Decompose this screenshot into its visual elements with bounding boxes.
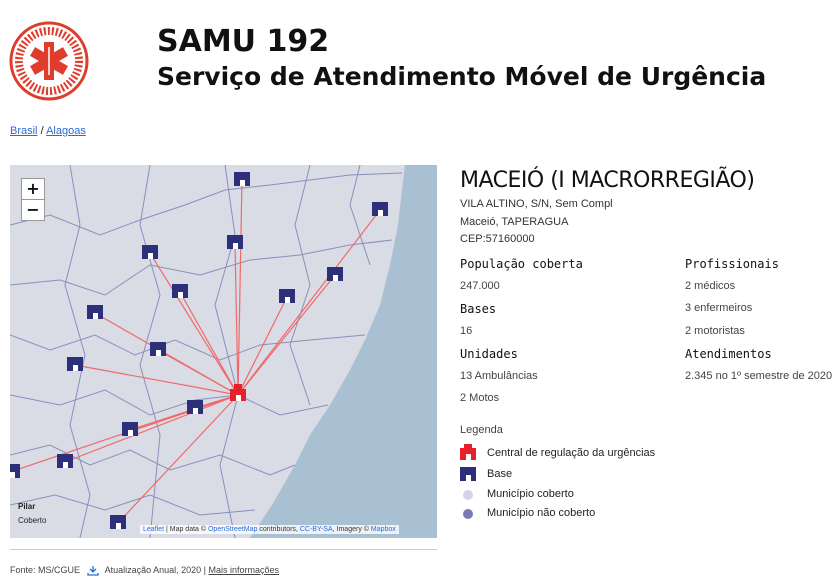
stat-value: 3 enfermeiros bbox=[685, 302, 752, 314]
map-place: Pilar bbox=[18, 502, 35, 511]
stat-label: População coberta bbox=[460, 257, 583, 271]
stat-value: 2.345 no 1º semestre de 2020 bbox=[685, 370, 832, 382]
footer-rule bbox=[10, 549, 437, 550]
legend-item: Base bbox=[487, 468, 512, 480]
address-line: Maceió, TAPERAGUA bbox=[460, 216, 568, 228]
stat-label: Bases bbox=[460, 302, 496, 316]
legend-item: Central de regulação da urgências bbox=[487, 447, 655, 459]
attr-link[interactable]: Mapbox bbox=[371, 526, 396, 533]
footer-link[interactable]: Mais informações bbox=[209, 565, 280, 575]
stat-value: 247.000 bbox=[460, 280, 500, 292]
stat-value: 2 Motos bbox=[460, 392, 499, 404]
attr-link[interactable]: OpenStreetMap bbox=[208, 526, 257, 533]
legend-item: Município coberto bbox=[487, 488, 574, 500]
logo bbox=[8, 20, 90, 102]
legend-icons bbox=[460, 444, 480, 524]
footer-separator: | bbox=[204, 565, 206, 575]
footer-update: Atualização Anual, 2020 bbox=[105, 565, 202, 575]
address-line: CEP:57160000 bbox=[460, 233, 535, 245]
breadcrumb-link[interactable]: Brasil bbox=[10, 125, 38, 137]
footer-source: Fonte: MS/CGUE bbox=[10, 565, 80, 575]
zoom-in[interactable]: + bbox=[21, 178, 45, 200]
page: {"header": {"title": "SAMU 192", "subtit… bbox=[0, 0, 840, 577]
breadcrumb: Brasil / Alagoas bbox=[10, 125, 86, 137]
stat-label: Unidades bbox=[460, 347, 518, 361]
unit-name: MACEIÓ (I MACRORREGIÃO) bbox=[460, 168, 754, 193]
attr-text: , Imagery © bbox=[333, 526, 371, 533]
address-line: VILA ALTINO, S/N, Sem Compl bbox=[460, 198, 613, 210]
title: SAMU 192 bbox=[157, 24, 329, 59]
attr-text: contributors, bbox=[257, 526, 299, 533]
stat-label: Atendimentos bbox=[685, 347, 772, 361]
legend-item: Município não coberto bbox=[487, 507, 595, 519]
breadcrumb-separator: / bbox=[41, 125, 44, 137]
subtitle: Serviço de Atendimento Móvel de Urgência bbox=[157, 62, 766, 91]
attr-link[interactable]: Leaflet bbox=[143, 526, 164, 533]
footer: Fonte: MS/CGUE Atualização Anual, 2020 |… bbox=[10, 565, 279, 576]
stat-label: Profissionais bbox=[685, 257, 779, 271]
attr-link[interactable]: CC-BY-SA bbox=[300, 526, 333, 533]
stat-value: 2 médicos bbox=[685, 280, 735, 292]
map-attribution: Leaflet | Map data © OpenStreetMap contr… bbox=[140, 525, 399, 534]
stat-value: 13 Ambulâncias bbox=[460, 370, 538, 382]
stat-value: 16 bbox=[460, 325, 472, 337]
stat-value: 2 motoristas bbox=[685, 325, 745, 337]
legend-title: Legenda bbox=[460, 424, 503, 436]
attr-text: | Map data © bbox=[164, 526, 208, 533]
download-icon[interactable] bbox=[86, 566, 100, 576]
map[interactable]: Pilar Coberto bbox=[10, 165, 437, 538]
zoom-out[interactable]: − bbox=[21, 199, 45, 221]
map-status: Coberto bbox=[18, 516, 47, 525]
breadcrumb-link[interactable]: Alagoas bbox=[46, 125, 86, 137]
